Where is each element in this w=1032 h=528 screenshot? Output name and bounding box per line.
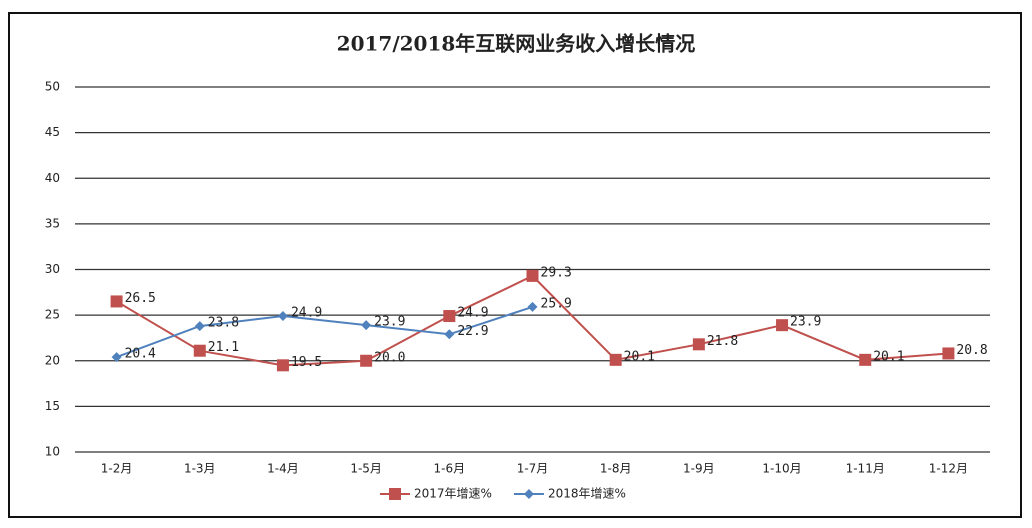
- data-label: 20.8: [956, 343, 987, 358]
- data-label: 29.3: [541, 265, 572, 280]
- data-point: [443, 310, 456, 323]
- y-tick-label: 10: [45, 445, 60, 459]
- data-point: [526, 269, 539, 282]
- data-label: 23.8: [208, 316, 239, 331]
- data-point: [942, 347, 955, 360]
- data-point: [276, 359, 289, 372]
- data-label: 20.1: [873, 349, 904, 364]
- data-point: [111, 352, 122, 363]
- data-label: 21.1: [208, 340, 239, 355]
- x-tick-label: 1-11月: [846, 462, 885, 476]
- series-line: [116, 305, 533, 359]
- y-tick-label: 25: [45, 308, 60, 322]
- data-point: [776, 319, 789, 332]
- y-tick-label: 20: [45, 353, 60, 367]
- data-point: [193, 344, 206, 357]
- x-tick-label: 1-6月: [434, 462, 466, 476]
- data-label: 23.9: [374, 315, 405, 330]
- chart-border: [8, 12, 1022, 518]
- x-tick-label: 1-8月: [600, 462, 632, 476]
- y-tick-label: 30: [45, 262, 60, 276]
- y-tick-label: 50: [45, 80, 60, 94]
- data-label: 20.4: [125, 347, 156, 362]
- x-tick-label: 1-7月: [517, 462, 549, 476]
- data-label: 25.9: [541, 296, 572, 311]
- x-tick-label: 1-5月: [350, 462, 382, 476]
- legend-marker: [523, 489, 534, 499]
- legend-label: 2017年增速%: [414, 487, 492, 501]
- data-label: 20.0: [374, 350, 405, 365]
- y-tick-label: 45: [45, 125, 60, 139]
- data-point: [361, 320, 372, 331]
- data-point: [194, 321, 205, 332]
- legend-marker: [389, 488, 401, 500]
- x-tick-label: 1-12月: [929, 462, 968, 476]
- y-tick-label: 35: [45, 216, 60, 230]
- data-label: 24.9: [457, 306, 488, 321]
- data-point: [110, 295, 123, 308]
- legend-label: 2018年增速%: [548, 487, 626, 501]
- x-tick-label: 1-4月: [267, 462, 299, 476]
- x-tick-label: 1-3月: [184, 462, 216, 476]
- data-label: 22.9: [457, 324, 488, 339]
- data-label: 26.5: [125, 291, 156, 306]
- data-point: [277, 311, 288, 322]
- data-label: 24.9: [291, 306, 322, 321]
- data-point: [360, 354, 373, 367]
- data-point: [444, 329, 455, 340]
- y-tick-label: 15: [45, 399, 60, 413]
- x-tick-label: 1-10月: [762, 462, 801, 476]
- data-label: 23.9: [790, 315, 821, 330]
- x-tick-label: 1-2月: [101, 462, 133, 476]
- data-point: [692, 338, 705, 351]
- x-tick-label: 1-9月: [683, 462, 715, 476]
- data-point: [609, 353, 622, 366]
- chart-title: 2017/2018年互联网业务收入增长情况: [337, 32, 696, 56]
- data-label: 21.8: [707, 334, 738, 349]
- data-point: [527, 301, 538, 312]
- data-label: 19.5: [291, 355, 322, 370]
- data-label: 20.1: [624, 349, 655, 364]
- y-tick-label: 40: [45, 171, 60, 185]
- data-point: [859, 353, 872, 366]
